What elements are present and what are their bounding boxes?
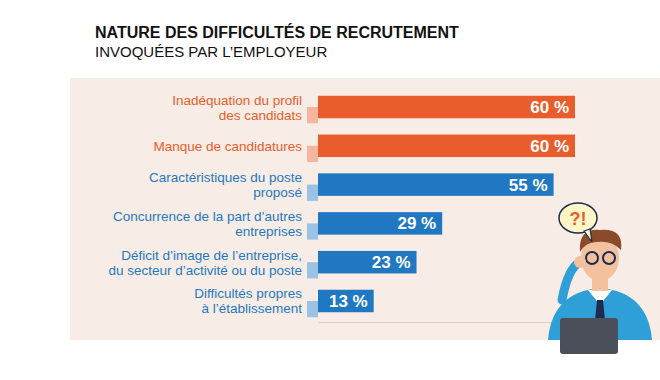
bar — [318, 96, 575, 119]
speech-bubble — [559, 203, 597, 233]
data-label: 29 % — [397, 214, 436, 233]
annotation: ?! — [570, 209, 587, 229]
data-label: 60 % — [530, 98, 569, 117]
background-band — [70, 78, 660, 340]
illustration — [548, 203, 652, 354]
bar-stub — [307, 107, 318, 123]
bar-stub — [307, 301, 318, 317]
bar-stub — [307, 262, 318, 278]
category-label: Concurrence de la part d’autresentrepris… — [113, 209, 302, 239]
data-label: 55 % — [509, 176, 548, 195]
subtitle: INVOQUÉES PAR L’EMPLOYEUR — [95, 43, 327, 60]
category-label: Déficit d’image de l’entreprise,du secte… — [108, 248, 302, 278]
data-label: 13 % — [329, 292, 368, 311]
chart: NATURE DES DIFFICULTÉS DE RECRUTEMENT INV… — [0, 0, 660, 380]
category-labels: Inadéquation du profildes candidats Manqu… — [108, 93, 302, 317]
x-axis — [319, 322, 576, 323]
title: NATURE DES DIFFICULTÉS DE RECRUTEMENT — [95, 23, 459, 41]
category-label: Manque de candidatures — [153, 139, 302, 154]
speech-bubble-tail — [584, 229, 592, 242]
bar — [318, 212, 442, 235]
category-label: Inadéquation du profildes candidats — [172, 93, 302, 123]
bar-stub — [307, 185, 318, 201]
bar-stub — [307, 223, 318, 239]
bar — [318, 173, 554, 196]
bar — [318, 290, 374, 313]
bar-stub — [307, 146, 318, 162]
person-glasses — [586, 252, 598, 264]
person-hair — [580, 230, 622, 252]
person-arm — [562, 262, 580, 300]
person-glasses — [603, 252, 615, 264]
bar-stubs — [307, 107, 318, 317]
bar — [318, 135, 575, 158]
data-labels: 60 % 60 % 55 % 29 % 23 % 13 % — [329, 98, 569, 311]
category-label: Caractéristiques du posteproposé — [149, 170, 302, 200]
laptop — [560, 318, 618, 354]
category-label: Difficultés propresà l’établissement — [194, 286, 302, 316]
bars — [318, 96, 575, 312]
data-label: 60 % — [530, 137, 569, 156]
x-axis-line — [319, 322, 576, 323]
person-hand — [574, 256, 586, 268]
bar — [318, 251, 417, 274]
data-label: 23 % — [372, 253, 411, 272]
